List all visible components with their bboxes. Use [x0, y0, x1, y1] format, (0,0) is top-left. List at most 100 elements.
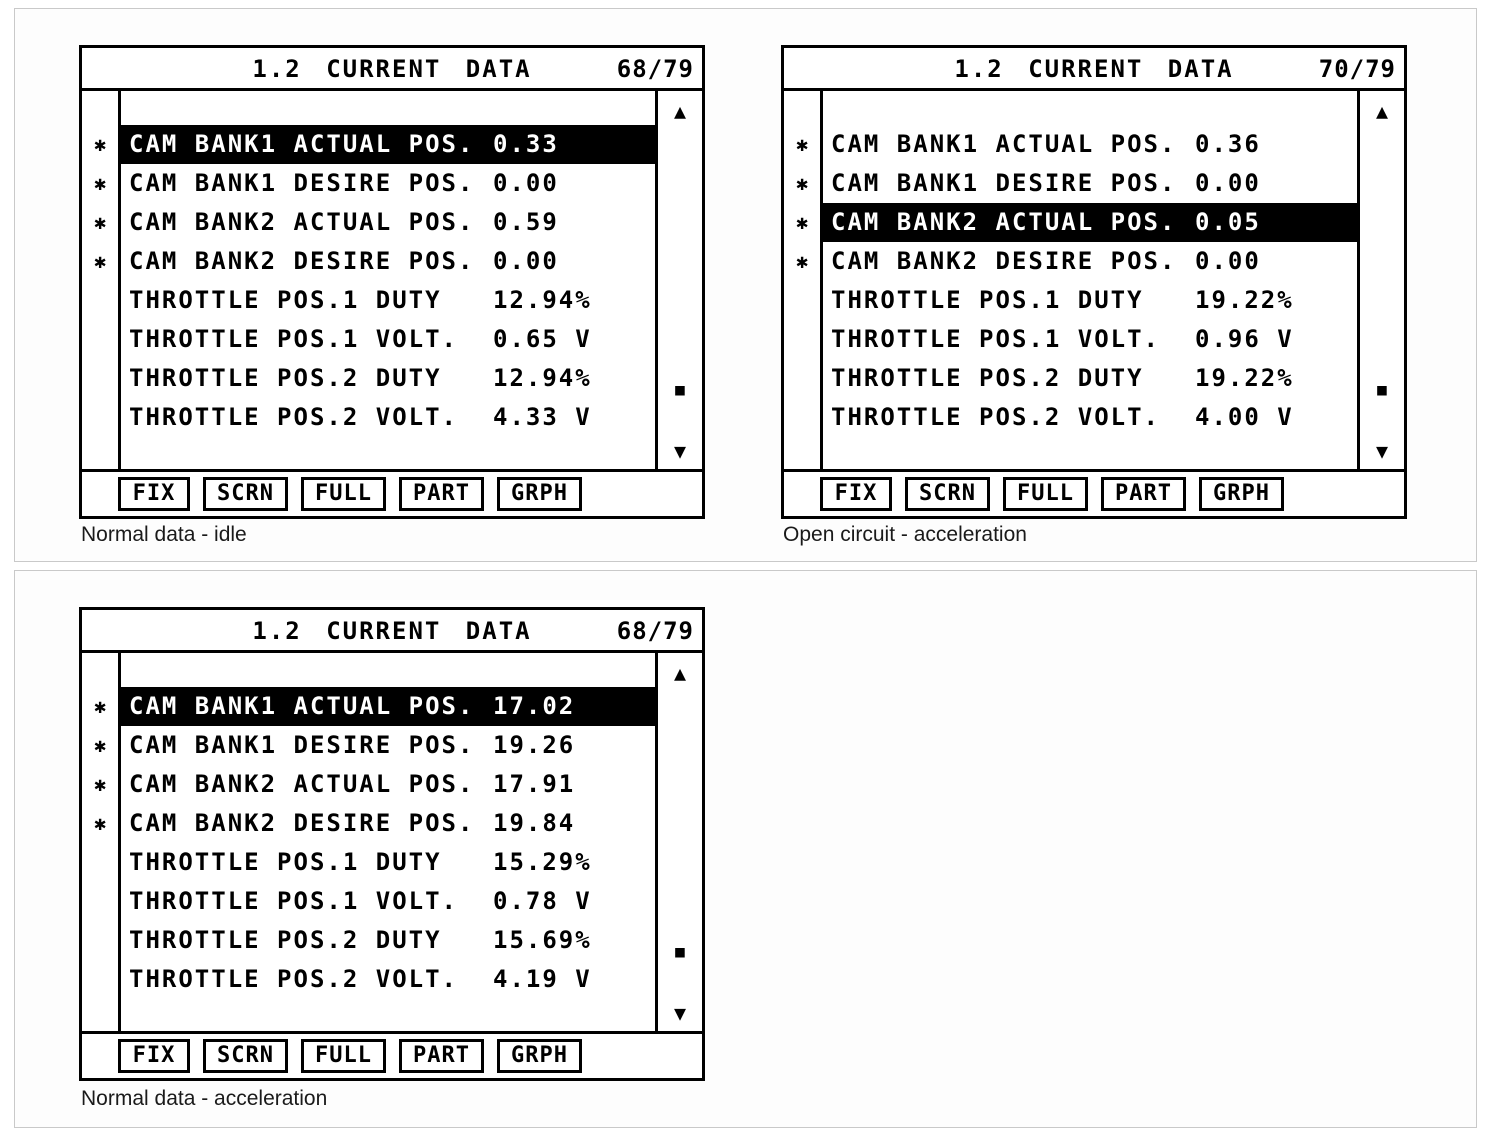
param-label: THROTTLE POS.1 DUTY	[129, 286, 442, 314]
param-value: 17.91	[493, 770, 576, 798]
fix-mark-icon: ✱	[93, 171, 107, 195]
param-label: THROTTLE POS.1 VOLT.	[129, 887, 458, 915]
param-value: 19.26	[493, 731, 576, 759]
fix-button[interactable]: FIX	[820, 477, 892, 511]
fix-button[interactable]: FIX	[118, 477, 190, 511]
data-row[interactable]: CAM BANK1 DESIRE POS. 0.00	[823, 164, 1357, 203]
data-list: CAM BANK1 ACTUAL POS. 17.02 CAM BANK1 DE…	[118, 653, 658, 1031]
fix-mark-icon: ✱	[93, 132, 107, 156]
param-label: THROTTLE POS.2 VOLT.	[831, 403, 1160, 431]
scrollbar[interactable]: ▲ ■ ▼	[658, 91, 702, 469]
data-row[interactable]: CAM BANK2 DESIRE POS. 19.84	[121, 804, 655, 843]
grph-button[interactable]: GRPH	[496, 1039, 582, 1073]
param-value: 0.65 V	[493, 325, 592, 353]
scrn-button[interactable]: SCRN	[905, 477, 990, 511]
fix-mark-icon: ✱	[795, 210, 809, 234]
screen-body: ✱ ✱ ✱ ✱ CAM BANK1 ACTUAL POS. 0.36 CAM B…	[784, 91, 1404, 472]
data-row[interactable]: THROTTLE POS.1 VOLT. 0.65 V	[121, 320, 655, 359]
data-row[interactable]: THROTTLE POS.1 DUTY 19.22%	[823, 281, 1357, 320]
panel-top: 1.2 CURRENT DATA 68/79 ✱ ✱ ✱ ✱ CAM BANK1…	[14, 8, 1477, 562]
data-row[interactable]: CAM BANK2 DESIRE POS. 0.00	[121, 242, 655, 281]
param-value: 0.36	[1195, 130, 1261, 158]
part-button[interactable]: PART	[398, 1039, 484, 1073]
data-row[interactable]: CAM BANK1 ACTUAL POS. 0.36	[823, 125, 1357, 164]
fix-mark-icon	[82, 882, 118, 921]
fix-mark-column: ✱ ✱ ✱ ✱	[82, 653, 118, 1031]
param-label: CAM BANK1 ACTUAL POS.	[129, 692, 475, 720]
scroll-down-icon[interactable]: ▼	[673, 1001, 687, 1025]
data-row[interactable]: CAM BANK1 ACTUAL POS. 0.33	[121, 125, 655, 164]
param-value: 0.00	[493, 169, 559, 197]
fix-mark-icon	[82, 359, 118, 398]
param-value: 17.02	[493, 692, 576, 720]
scroll-thumb-icon[interactable]: ■	[1377, 380, 1387, 399]
data-row[interactable]: THROTTLE POS.1 VOLT. 0.78 V	[121, 882, 655, 921]
scroll-up-icon[interactable]: ▲	[1375, 99, 1389, 123]
screen-body: ✱ ✱ ✱ ✱ CAM BANK1 ACTUAL POS. 0.33 CAM B…	[82, 91, 702, 472]
fix-mark-icon: ✱	[93, 811, 107, 835]
param-value: 12.94%	[493, 286, 592, 314]
data-row[interactable]: THROTTLE POS.2 VOLT. 4.33 V	[121, 398, 655, 437]
fix-mark-icon	[784, 320, 820, 359]
scrn-button[interactable]: SCRN	[203, 1039, 288, 1073]
param-value: 4.00 V	[1195, 403, 1294, 431]
scroll-thumb-icon[interactable]: ■	[675, 942, 685, 961]
param-label: THROTTLE POS.1 VOLT.	[831, 325, 1160, 353]
data-row[interactable]: THROTTLE POS.1 VOLT. 0.96 V	[823, 320, 1357, 359]
fix-mark-icon: ✱	[795, 132, 809, 156]
param-value: 4.19 V	[493, 965, 592, 993]
param-value: 0.00	[493, 247, 559, 275]
data-row[interactable]: CAM BANK2 ACTUAL POS. 0.59	[121, 203, 655, 242]
part-button[interactable]: PART	[1100, 477, 1186, 511]
data-row[interactable]: CAM BANK2 ACTUAL POS. 17.91	[121, 765, 655, 804]
data-row[interactable]: THROTTLE POS.2 DUTY 15.69%	[121, 921, 655, 960]
param-value: 0.59	[493, 208, 559, 236]
param-label: CAM BANK2 ACTUAL POS.	[129, 208, 475, 236]
scroll-down-icon[interactable]: ▼	[673, 439, 687, 463]
page-indicator: 68/79	[616, 617, 694, 645]
data-row[interactable]: THROTTLE POS.2 VOLT. 4.19 V	[121, 960, 655, 999]
data-row[interactable]: THROTTLE POS.1 DUTY 15.29%	[121, 843, 655, 882]
fix-mark-column: ✱ ✱ ✱ ✱	[82, 91, 118, 469]
data-row[interactable]: THROTTLE POS.2 DUTY 12.94%	[121, 359, 655, 398]
part-button[interactable]: PART	[398, 477, 484, 511]
fix-mark-icon: ✱	[93, 772, 107, 796]
scrollbar[interactable]: ▲ ■ ▼	[658, 653, 702, 1031]
grph-button[interactable]: GRPH	[1198, 477, 1284, 511]
button-bar: FIX SCRN FULL PART GRPH	[784, 472, 1404, 516]
data-row[interactable]: CAM BANK2 ACTUAL POS. 0.05	[823, 203, 1357, 242]
scroll-down-icon[interactable]: ▼	[1375, 439, 1389, 463]
fix-mark-column: ✱ ✱ ✱ ✱	[784, 91, 820, 469]
grph-button[interactable]: GRPH	[496, 477, 582, 511]
full-button[interactable]: FULL	[1002, 477, 1088, 511]
scan-screen-acceleration: 1.2 CURRENT DATA 68/79 ✱ ✱ ✱ ✱ CAM BANK1…	[79, 607, 705, 1081]
param-value: 4.33 V	[493, 403, 592, 431]
param-label: THROTTLE POS.2 DUTY	[129, 364, 442, 392]
data-row[interactable]: CAM BANK1 DESIRE POS. 0.00	[121, 164, 655, 203]
data-row[interactable]: THROTTLE POS.2 VOLT. 4.00 V	[823, 398, 1357, 437]
fix-button[interactable]: FIX	[118, 1039, 190, 1073]
full-button[interactable]: FULL	[300, 477, 386, 511]
data-row[interactable]: THROTTLE POS.1 DUTY 12.94%	[121, 281, 655, 320]
param-label: THROTTLE POS.2 VOLT.	[129, 965, 458, 993]
param-label: CAM BANK2 ACTUAL POS.	[831, 208, 1177, 236]
param-label: CAM BANK2 DESIRE POS.	[129, 809, 475, 837]
data-row[interactable]: CAM BANK1 DESIRE POS. 19.26	[121, 726, 655, 765]
scrollbar[interactable]: ▲ ■ ▼	[1360, 91, 1404, 469]
data-list: CAM BANK1 ACTUAL POS. 0.33 CAM BANK1 DES…	[118, 91, 658, 469]
data-row[interactable]: THROTTLE POS.2 DUTY 19.22%	[823, 359, 1357, 398]
data-row[interactable]: CAM BANK2 DESIRE POS. 0.00	[823, 242, 1357, 281]
scroll-thumb-icon[interactable]: ■	[675, 380, 685, 399]
full-button[interactable]: FULL	[300, 1039, 386, 1073]
scroll-up-icon[interactable]: ▲	[673, 99, 687, 123]
param-label: CAM BANK2 DESIRE POS.	[129, 247, 475, 275]
fix-mark-icon	[784, 398, 820, 437]
param-value: 19.84	[493, 809, 576, 837]
param-value: 0.05	[1195, 208, 1261, 236]
param-label: CAM BANK1 DESIRE POS.	[831, 169, 1177, 197]
scroll-up-icon[interactable]: ▲	[673, 661, 687, 685]
param-label: CAM BANK1 DESIRE POS.	[129, 169, 475, 197]
data-row[interactable]: CAM BANK1 ACTUAL POS. 17.02	[121, 687, 655, 726]
param-label: THROTTLE POS.2 VOLT.	[129, 403, 458, 431]
scrn-button[interactable]: SCRN	[203, 477, 288, 511]
